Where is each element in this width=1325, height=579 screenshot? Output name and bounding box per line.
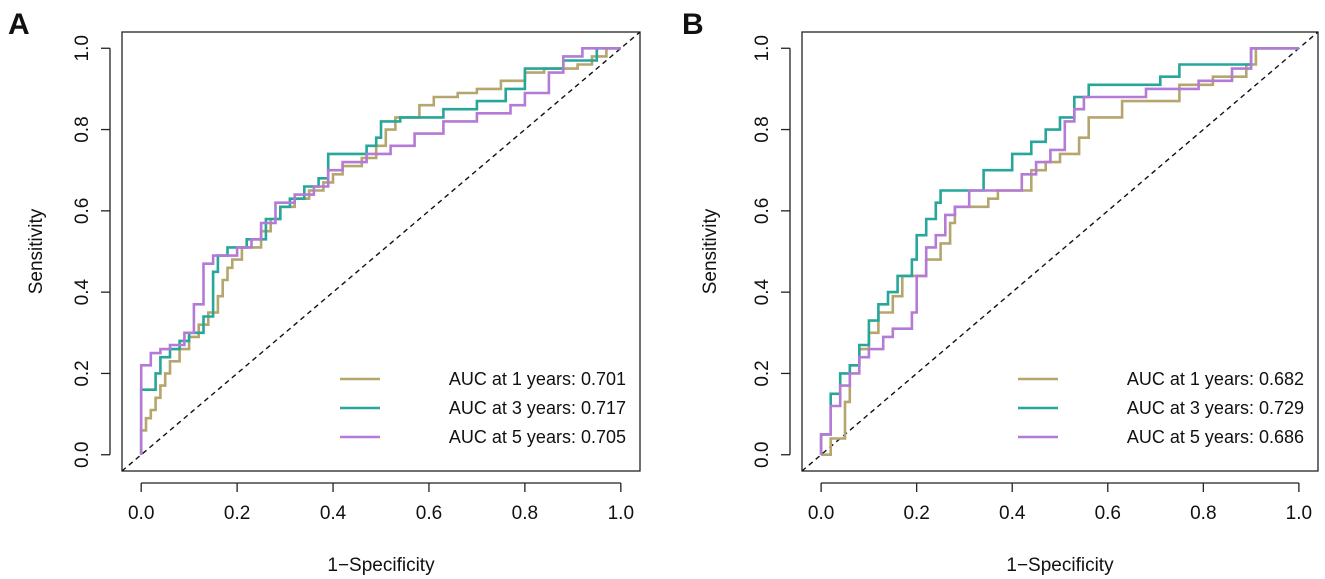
y-tick-label: 0.2 bbox=[72, 360, 93, 386]
x-axis-title: 1−Specificity bbox=[1006, 555, 1114, 576]
y-tick-label: 0.4 bbox=[752, 279, 773, 306]
x-tick-label: 0.8 bbox=[512, 503, 538, 524]
panel-label: A bbox=[8, 8, 30, 41]
legend-label: AUC at 1 years: 0.701 bbox=[449, 369, 626, 389]
y-tick-label: 0.6 bbox=[752, 198, 773, 224]
legend-label: AUC at 1 years: 0.682 bbox=[1127, 369, 1304, 389]
y-tick-label: 0.2 bbox=[752, 360, 773, 386]
y-tick-label: 1.0 bbox=[752, 35, 773, 61]
y-axis-title: Sensitivity bbox=[26, 208, 47, 294]
roc-curve-series-1 bbox=[139, 47, 621, 455]
plot-frame bbox=[121, 31, 641, 472]
plot-frame bbox=[801, 31, 1319, 472]
y-tick-label: 1.0 bbox=[72, 35, 93, 61]
y-tick-label: 0.4 bbox=[72, 279, 93, 306]
roc-panel-b: B 0.0 0.2 0.4 0.6 0.8 1.0 0.0 0.2 0.4 0.6 0.8 1.0 1−S… bbox=[682, 8, 1319, 576]
legend-label: AUC at 3 years: 0.717 bbox=[449, 398, 626, 418]
x-tick-label: 0.4 bbox=[320, 503, 347, 524]
x-tick-label: 0.6 bbox=[1095, 503, 1121, 524]
x-tick-label: 0.4 bbox=[999, 503, 1026, 524]
roc-curve-series-1 bbox=[821, 47, 1299, 456]
legend-label: AUC at 5 years: 0.686 bbox=[1127, 427, 1304, 447]
x-tick-label: 0.0 bbox=[128, 503, 154, 524]
y-tick-label: 0.6 bbox=[72, 198, 93, 224]
roc-panel-a: A 0.0 0.2 0.4 0.6 0.8 1.0 0.0 0.2 0.4 0.6 0.8 1.0 1−S… bbox=[8, 8, 641, 576]
roc-curve-series-3 bbox=[139, 47, 621, 455]
x-tick-label: 0.2 bbox=[224, 503, 250, 524]
legend: AUC at 1 years: 0.682 AUC at 3 years: 0.7… bbox=[1018, 369, 1304, 447]
roc-curve-series-2 bbox=[139, 47, 621, 455]
reference-diagonal-line bbox=[801, 31, 1319, 472]
x-axis-title: 1−Specificity bbox=[327, 555, 435, 576]
x-tick-label: 0.2 bbox=[903, 503, 929, 524]
x-tick-label: 0.6 bbox=[416, 503, 442, 524]
legend: AUC at 1 years: 0.701 AUC at 3 years: 0.7… bbox=[340, 369, 626, 447]
x-tick-label: 1.0 bbox=[1286, 503, 1312, 524]
x-tick-label: 0.0 bbox=[808, 503, 834, 524]
y-tick-label: 0.0 bbox=[72, 442, 93, 468]
y-tick-label: 0.8 bbox=[72, 116, 93, 142]
panel-label: B bbox=[682, 8, 704, 41]
legend-label: AUC at 3 years: 0.729 bbox=[1127, 398, 1304, 418]
x-tick-label: 0.8 bbox=[1190, 503, 1216, 524]
y-tick-label: 0.0 bbox=[752, 442, 773, 468]
x-tick-label: 1.0 bbox=[608, 503, 634, 524]
roc-curve-series-3 bbox=[819, 47, 1299, 455]
y-tick-label: 0.8 bbox=[752, 116, 773, 142]
legend-label: AUC at 5 years: 0.705 bbox=[449, 427, 626, 447]
y-axis-title: Sensitivity bbox=[700, 208, 721, 294]
